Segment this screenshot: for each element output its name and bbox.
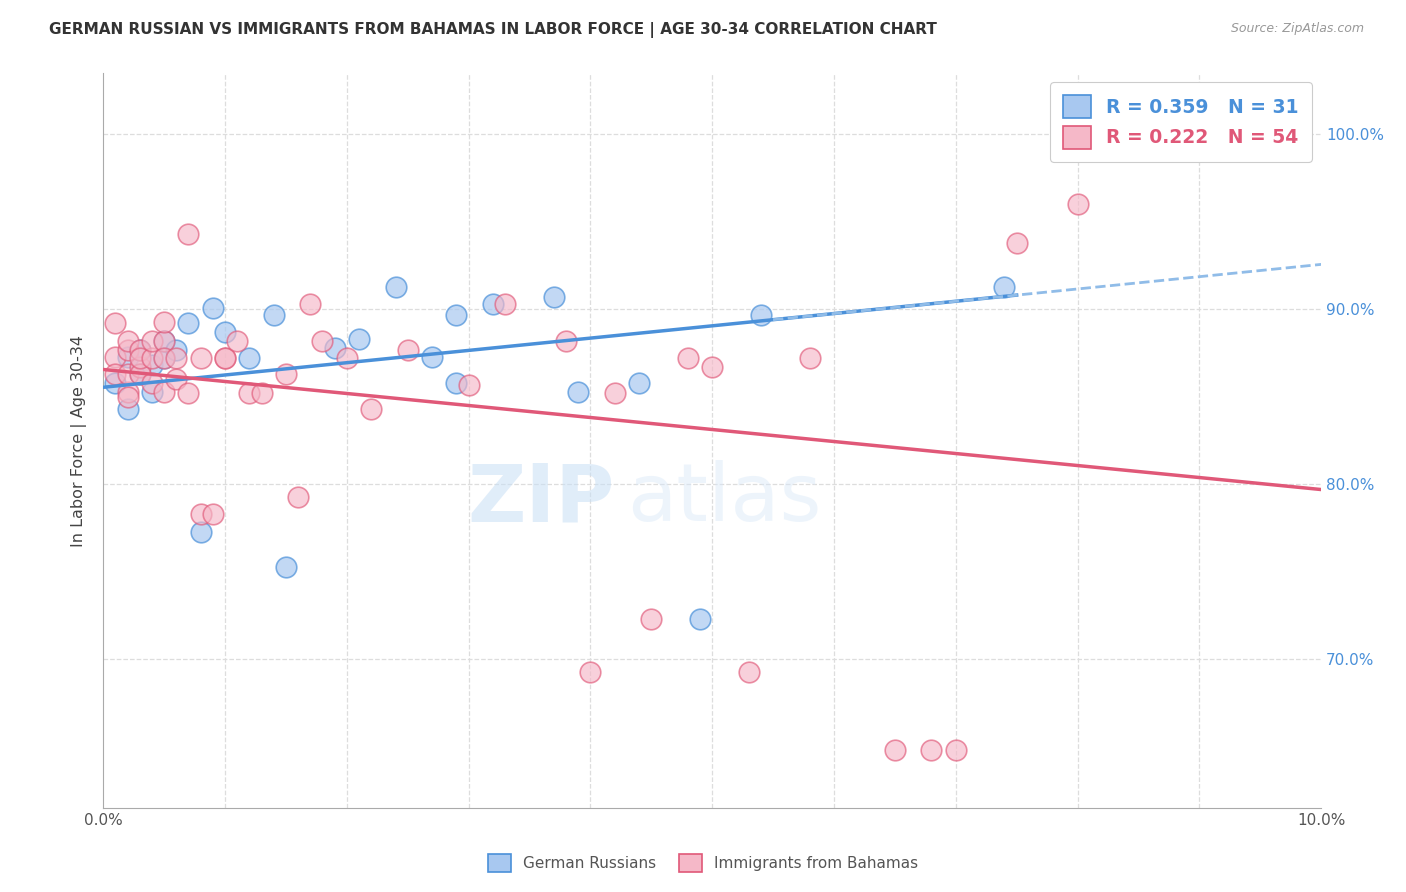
Point (543, 290, 565, 304)
Point (640, 612, 662, 626)
Point (128, 367, 150, 381)
Point (494, 297, 516, 311)
Point (799, 351, 821, 366)
Point (702, 359, 724, 374)
Point (117, 350, 139, 364)
Point (214, 351, 236, 366)
Point (190, 507, 212, 521)
Point (165, 351, 187, 366)
Text: atlas: atlas (627, 460, 821, 539)
Point (165, 343, 187, 357)
Point (201, 301, 224, 315)
Point (1249, 127, 1271, 141)
Point (311, 334, 333, 348)
Point (396, 343, 419, 357)
Point (153, 334, 176, 348)
Point (238, 386, 260, 401)
Point (128, 359, 150, 374)
Point (738, 665, 761, 679)
Point (360, 402, 382, 417)
Point (104, 316, 127, 330)
Point (214, 325, 236, 339)
Point (250, 386, 273, 401)
Point (153, 351, 176, 366)
Point (117, 334, 139, 348)
Text: Source: ZipAtlas.com: Source: ZipAtlas.com (1230, 22, 1364, 36)
Point (141, 358, 163, 372)
Point (299, 297, 322, 311)
Y-axis label: In Labor Force | Age 30-34: In Labor Force | Age 30-34 (72, 334, 87, 547)
Point (457, 377, 479, 392)
Point (153, 334, 176, 348)
Point (104, 376, 127, 390)
Point (567, 384, 589, 399)
Point (420, 350, 443, 364)
Point (603, 386, 626, 401)
Point (689, 612, 711, 626)
Point (117, 390, 139, 404)
Point (1066, 197, 1088, 211)
Point (177, 316, 200, 330)
Point (446, 376, 468, 390)
Legend: German Russians, Immigrants from Bahamas: German Russians, Immigrants from Bahamas (479, 846, 927, 880)
Point (153, 384, 176, 399)
Point (141, 384, 163, 399)
Point (993, 279, 1015, 293)
Point (177, 386, 200, 401)
Point (226, 334, 249, 348)
Point (628, 376, 651, 390)
Point (446, 308, 468, 322)
Point (676, 351, 699, 366)
Point (153, 314, 176, 328)
Point (883, 743, 905, 757)
Point (1005, 235, 1028, 250)
Legend: R = 0.359   N = 31, R = 0.222   N = 54: R = 0.359 N = 31, R = 0.222 N = 54 (1050, 82, 1312, 161)
Point (920, 743, 942, 757)
Point (749, 308, 772, 322)
Point (274, 559, 297, 574)
Point (336, 351, 359, 366)
Point (104, 350, 127, 364)
Point (153, 351, 176, 366)
Point (128, 367, 150, 381)
Point (201, 507, 224, 521)
Point (128, 351, 150, 366)
Point (238, 351, 260, 366)
Point (190, 524, 212, 539)
Point (263, 308, 285, 322)
Point (347, 332, 370, 346)
Point (190, 351, 212, 366)
Text: ZIP: ZIP (467, 460, 614, 539)
Point (128, 343, 150, 357)
Point (177, 227, 200, 241)
Point (287, 490, 309, 504)
Point (1237, 127, 1260, 141)
Point (482, 297, 505, 311)
Point (323, 341, 346, 355)
Point (945, 743, 967, 757)
Point (274, 367, 297, 381)
Point (384, 279, 406, 293)
Point (141, 334, 163, 348)
Point (555, 334, 578, 348)
Point (104, 367, 127, 381)
Point (214, 351, 236, 366)
Point (141, 376, 163, 390)
Point (165, 372, 187, 386)
Point (579, 665, 602, 679)
Point (117, 384, 139, 399)
Point (128, 343, 150, 357)
Point (117, 402, 139, 417)
Point (117, 367, 139, 381)
Point (117, 343, 139, 357)
Text: GERMAN RUSSIAN VS IMMIGRANTS FROM BAHAMAS IN LABOR FORCE | AGE 30-34 CORRELATION: GERMAN RUSSIAN VS IMMIGRANTS FROM BAHAMA… (49, 22, 936, 38)
Point (141, 351, 163, 366)
